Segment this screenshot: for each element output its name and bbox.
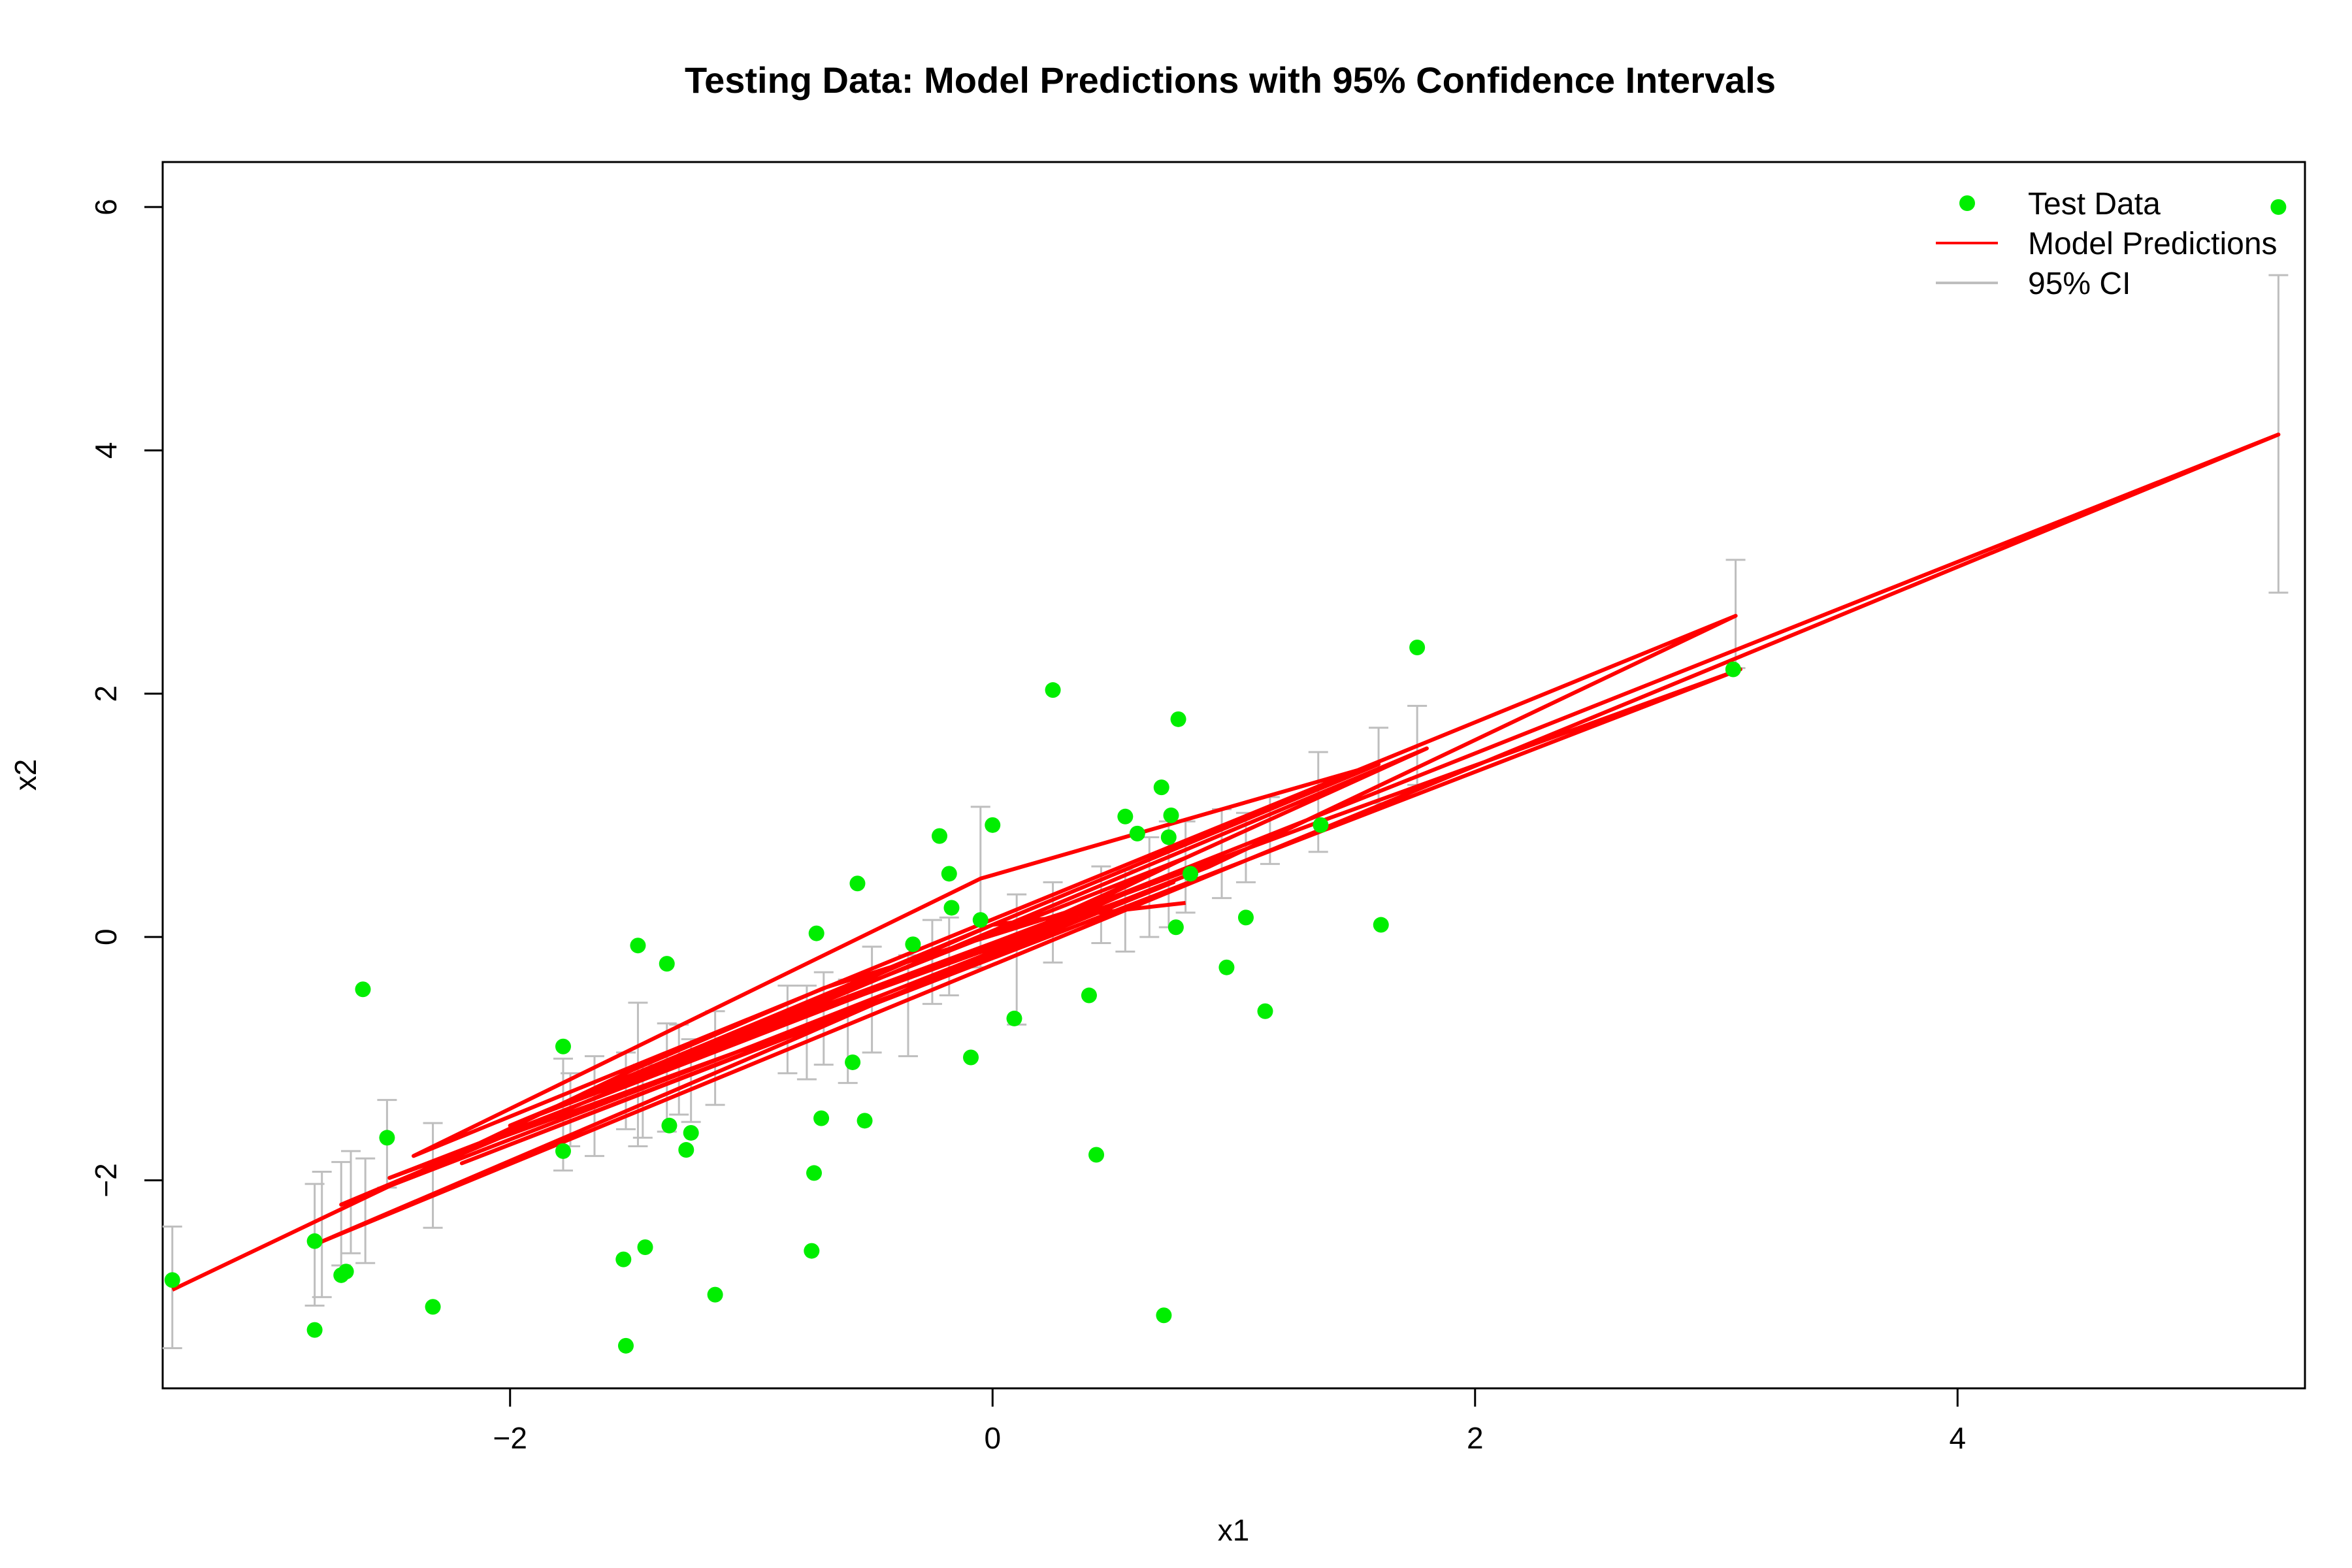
ci-error-bar [312, 1171, 332, 1298]
test-data-point [857, 1113, 873, 1129]
x-tick-label: −2 [493, 1421, 527, 1455]
y-tick-label: −2 [89, 1163, 123, 1197]
test-data-point [1045, 682, 1061, 698]
chart-title: Testing Data: Model Predictions with 95%… [685, 59, 1776, 101]
test-data-point [661, 1117, 678, 1134]
test-data-point [1088, 1147, 1105, 1163]
test-data-point [425, 1299, 441, 1315]
test-data-point [932, 828, 948, 844]
test-data-point [808, 925, 825, 941]
test-data-point [1257, 1003, 1273, 1019]
y-tick-label: 2 [89, 685, 123, 702]
test-data-point [379, 1130, 395, 1146]
x-axis: −2 0 2 4 [493, 1387, 1966, 1455]
test-data-point [659, 956, 675, 972]
test-data-point [678, 1142, 694, 1158]
test-data-point [637, 1239, 653, 1255]
test-data-point [355, 981, 371, 998]
ci-error-bar [355, 1157, 376, 1264]
test-data-point [1160, 829, 1177, 845]
test-data-point [813, 1110, 830, 1126]
ci-error-bar [423, 1122, 443, 1229]
test-data-point [2270, 199, 2287, 215]
test-data-point [338, 1264, 354, 1280]
legend-label-model-predictions: Model Predictions [2028, 227, 2278, 261]
x-tick-label: 4 [1949, 1421, 1966, 1455]
test-data-point [1183, 866, 1199, 882]
test-data-point [963, 1049, 979, 1066]
y-tick-label: 6 [89, 199, 123, 216]
test-data-point [1409, 639, 1426, 655]
test-data-point [972, 912, 988, 928]
y-axis-label: x2 [8, 759, 42, 791]
test-data-point [683, 1124, 699, 1141]
test-data-point [1163, 807, 1179, 823]
plot-frame [161, 161, 2306, 1390]
test-data-point [1373, 917, 1389, 933]
test-data-point [1081, 987, 1097, 1004]
test-data-point [1168, 919, 1184, 936]
test-data-point [806, 1165, 822, 1181]
test-data-point [845, 1054, 861, 1070]
x-tick-label: 2 [1467, 1421, 1484, 1455]
test-data-point [1117, 808, 1134, 825]
test-data-point [849, 875, 866, 892]
test-data-point [615, 1251, 632, 1267]
test-data-point [707, 1286, 723, 1303]
ci-error-bar [777, 985, 798, 1075]
model-prediction-line [171, 433, 2281, 1292]
legend: Test Data Model Predictions 95% CI [1936, 187, 2278, 301]
test-data-point [1006, 1010, 1022, 1026]
legend-label-test-data: Test Data [2028, 187, 2161, 221]
test-data-points [164, 199, 2287, 1354]
ci-error-bar [1308, 751, 1328, 853]
legend-marker-test-data [1959, 195, 1975, 211]
test-data-point [1156, 1307, 1172, 1324]
test-data-point [306, 1322, 323, 1338]
y-axis: −2 0 2 4 6 [89, 199, 164, 1198]
test-data-point [164, 1272, 180, 1288]
test-data-point [941, 866, 957, 882]
legend-label-ci: 95% CI [2028, 267, 2131, 301]
test-data-point [1129, 825, 1145, 841]
test-data-point [943, 900, 960, 916]
test-data-point [306, 1233, 323, 1249]
x-tick-label: 0 [984, 1421, 1001, 1455]
test-data-point [1218, 959, 1235, 975]
test-data-point [1725, 661, 1741, 678]
confidence-intervals [162, 274, 2289, 1350]
test-data-point [985, 817, 1001, 833]
y-tick-label: 4 [89, 442, 123, 459]
y-tick-label: 0 [89, 928, 123, 945]
test-data-point [617, 1337, 634, 1354]
test-data-point [1237, 909, 1254, 926]
model-predictions [171, 433, 2281, 1292]
test-data-point [555, 1038, 571, 1054]
test-data-point [1313, 817, 1329, 833]
test-data-point [1153, 779, 1169, 796]
test-data-point [804, 1243, 820, 1259]
test-data-point [630, 938, 646, 954]
test-data-point [905, 936, 921, 953]
x-axis-label: x1 [1218, 1513, 1250, 1547]
test-data-point [1170, 711, 1186, 727]
test-data-point [555, 1143, 571, 1159]
